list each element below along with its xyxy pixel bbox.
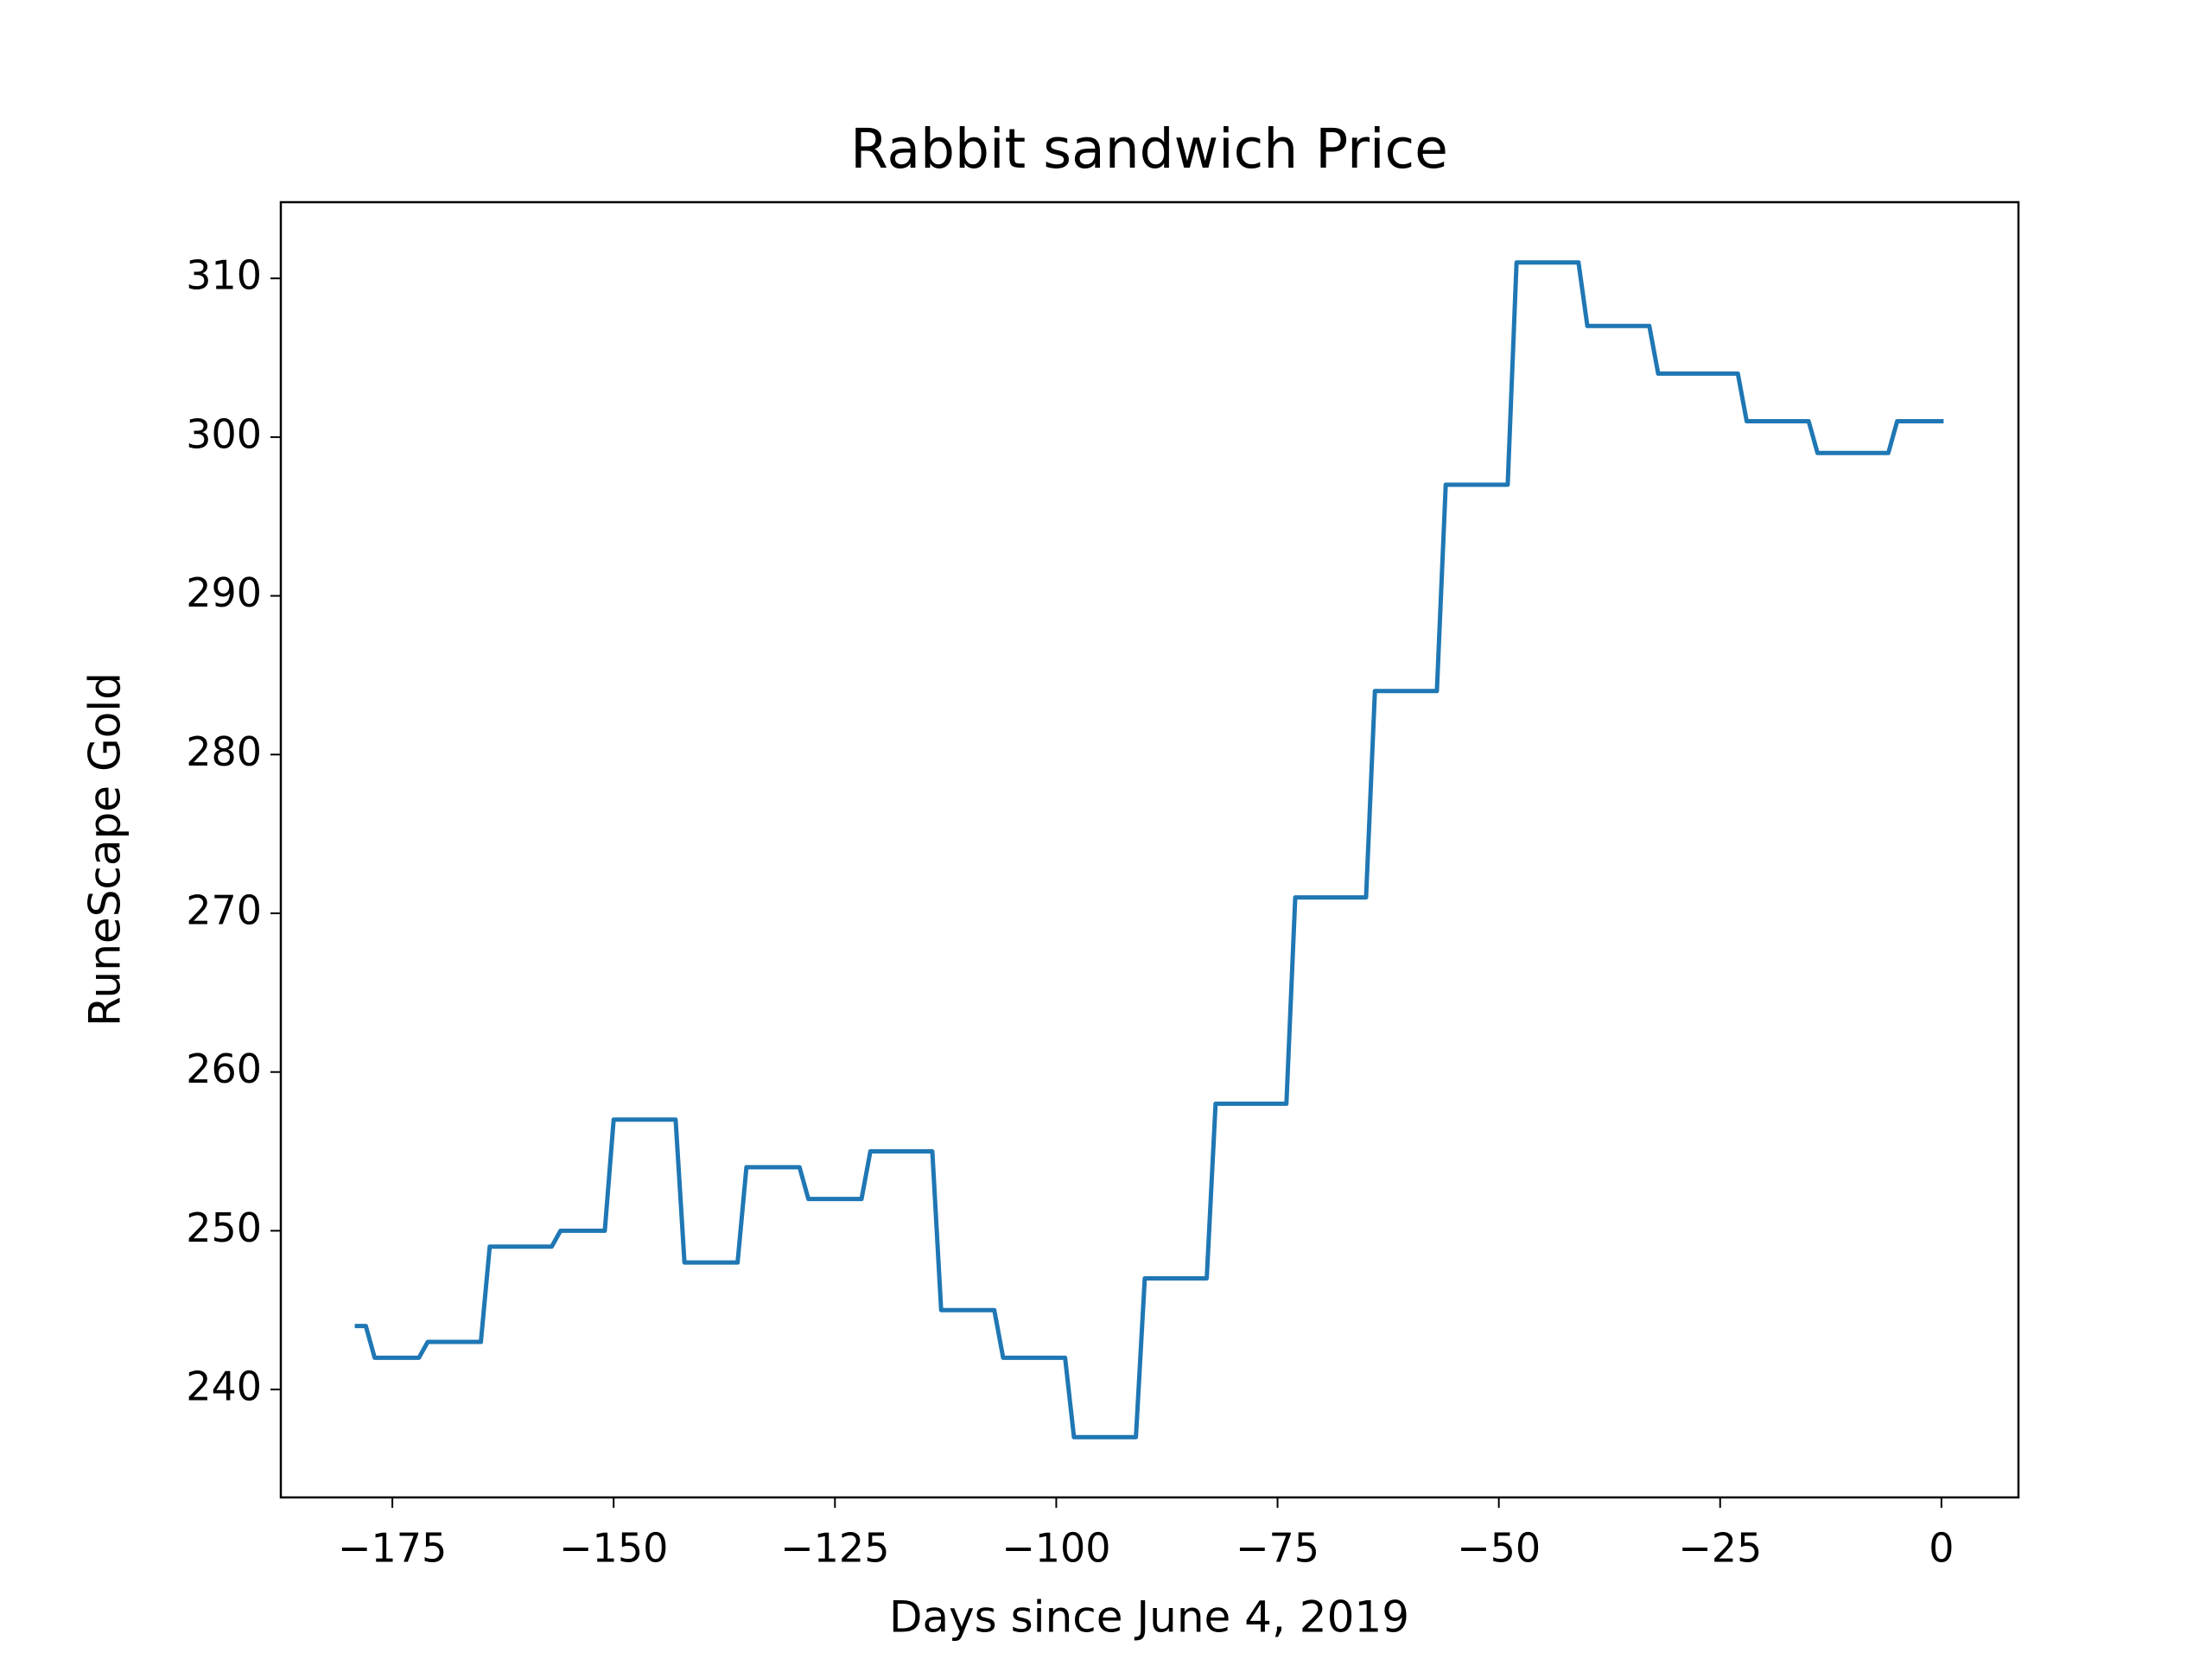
axes-frame <box>279 200 2020 1499</box>
y-tick-label: 240 <box>186 1363 262 1410</box>
y-tick-label: 310 <box>186 252 262 299</box>
y-tick-label: 270 <box>186 887 262 933</box>
x-tick-label: −150 <box>559 1525 668 1572</box>
y-tick-label: 250 <box>186 1205 262 1251</box>
y-tick-label: 260 <box>186 1046 262 1092</box>
x-tick-label: −100 <box>1001 1525 1110 1572</box>
y-tick-label: 280 <box>186 728 262 775</box>
y-tick-label: 290 <box>186 569 262 616</box>
x-tick-label: −25 <box>1678 1525 1762 1572</box>
x-tick-label: −125 <box>780 1525 889 1572</box>
x-tick-label: −75 <box>1236 1525 1319 1572</box>
y-tick-label: 300 <box>186 410 262 457</box>
x-tick-label: −175 <box>338 1525 447 1572</box>
x-tick-label: −50 <box>1457 1525 1541 1572</box>
line-series <box>354 260 1944 1440</box>
x-axis-label: Days since June 4, 2019 <box>889 1592 1409 1643</box>
y-axis-label: RuneScape Gold <box>80 672 130 1027</box>
chart-title: Rabbit sandwich Price <box>850 118 1448 181</box>
x-tick-label: 0 <box>1929 1525 1954 1572</box>
